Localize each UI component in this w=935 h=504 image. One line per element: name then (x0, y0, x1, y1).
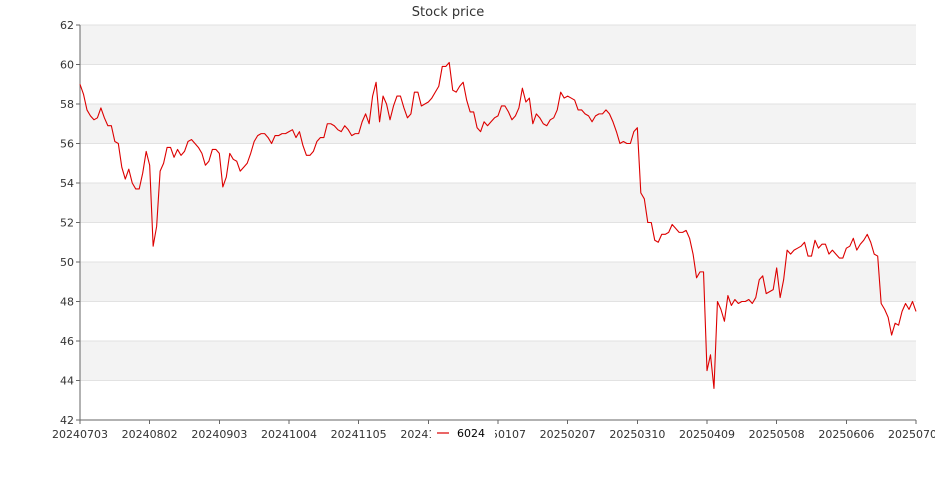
y-tick-label: 46 (60, 335, 74, 348)
y-tick-label: 56 (60, 138, 74, 151)
grid-band (80, 25, 916, 65)
legend-background (431, 424, 495, 442)
grid-band (80, 341, 916, 381)
series-layer (79, 61, 917, 389)
legend[interactable]: 6024 (431, 424, 495, 442)
x-tick-label: 20250310 (609, 428, 665, 441)
x-tick-label: 20240802 (122, 428, 178, 441)
y-tick-label: 44 (60, 375, 74, 388)
y-tick-label: 60 (60, 59, 74, 72)
x-tick-label: 20250207 (540, 428, 596, 441)
y-tick-label: 58 (60, 98, 74, 111)
y-tick-label: 54 (60, 177, 74, 190)
y-tick-label: 48 (60, 296, 74, 309)
chart-title: Stock price (412, 5, 484, 20)
grid-band (80, 64, 916, 104)
x-tick-label: 20241105 (331, 428, 387, 441)
x-tick-label: 20250409 (679, 428, 735, 441)
series-line-6024 (79, 61, 917, 389)
legend-label-6024: 6024 (457, 427, 485, 440)
y-tick-label: 42 (60, 414, 74, 427)
x-tick-label: 20240703 (52, 428, 108, 441)
grid-band (80, 143, 916, 183)
x-tick-label: 20241004 (261, 428, 317, 441)
grid-band (80, 104, 916, 144)
x-tick-label: 20250708 (888, 428, 935, 441)
grid-band (80, 183, 916, 223)
x-tick-label: 20250606 (818, 428, 874, 441)
y-tick-label: 62 (60, 19, 74, 32)
y-tick-label: 52 (60, 217, 74, 230)
y-tick-label: 50 (60, 256, 74, 269)
y-axis-ticks: 42 44 46 48 50 52 54 56 58 60 62 (60, 19, 80, 427)
grid-band (80, 380, 916, 420)
x-tick-label: 20240903 (191, 428, 247, 441)
x-tick-label: 20250508 (749, 428, 805, 441)
grid-band (80, 262, 916, 302)
grid-band (80, 301, 916, 341)
x-axis-ticks: 20240703 20240802 20240903 20241004 20241105… (52, 420, 935, 441)
grid-band (80, 222, 916, 262)
